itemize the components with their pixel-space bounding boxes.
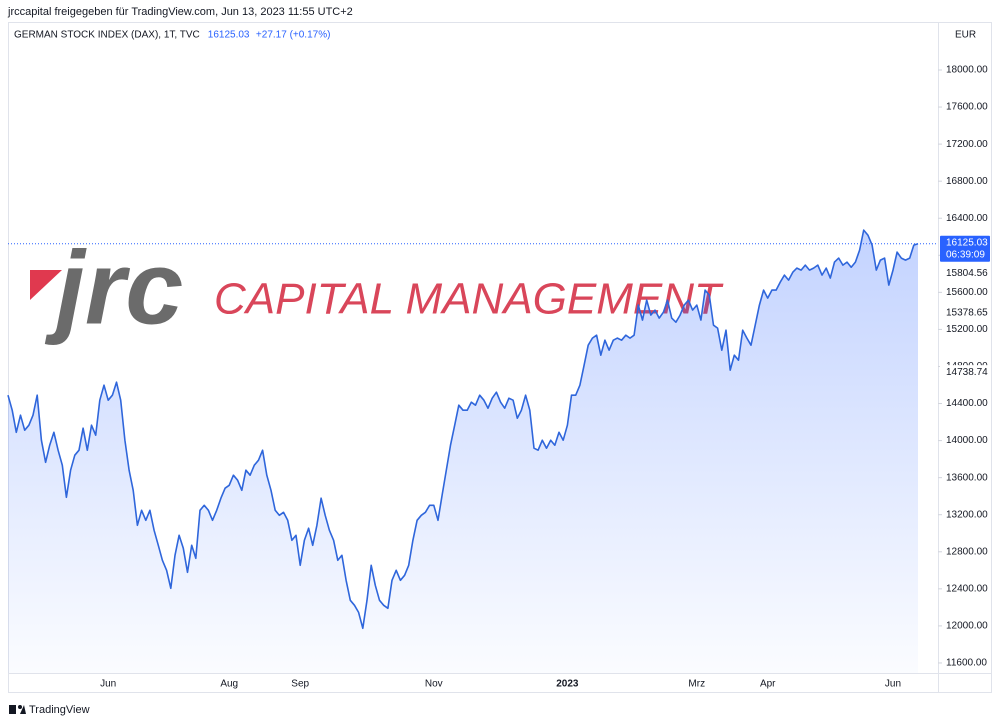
legend-change: +27.17 (+0.17%) — [256, 30, 331, 41]
y-tick-label: 13600.00 — [946, 472, 988, 483]
x-tick-label: Apr — [760, 679, 776, 690]
y-tick-label: 13200.00 — [946, 509, 988, 520]
marker-label-bg — [940, 266, 990, 281]
y-tick-label: 11600.00 — [946, 658, 987, 669]
y-tick-label: 14400.00 — [946, 398, 988, 409]
currency-unit: EUR — [955, 30, 976, 41]
y-tick-label: 12400.00 — [946, 583, 988, 594]
legend-price: 16125.03 — [208, 30, 250, 41]
x-tick-label: Aug — [220, 679, 238, 690]
y-tick-label: 15600.00 — [946, 287, 988, 298]
logo-text: jrc — [44, 230, 183, 346]
y-tick-label: 12800.00 — [946, 546, 988, 557]
y-tick-label: 17200.00 — [946, 139, 988, 150]
marker-label-bg — [940, 365, 990, 380]
plot-area — [7, 229, 938, 673]
legend: GERMAN STOCK INDEX (DAX), 1T, TVC 16125.… — [14, 30, 330, 41]
y-tick-label: 16800.00 — [946, 176, 988, 187]
marker-label: 14738.74 — [946, 367, 988, 378]
footer-logo — [9, 705, 16, 714]
last-price-label: 16125.03 — [946, 237, 988, 248]
legend-series-name: GERMAN STOCK INDEX (DAX), 1T, TVC — [14, 30, 200, 41]
marker-label-bg — [940, 305, 990, 320]
y-tick-label: 16400.00 — [946, 213, 988, 224]
y-tick-label: 15200.00 — [946, 324, 988, 335]
y-tick-label: 12000.00 — [946, 621, 988, 632]
x-tick-label: 2023 — [556, 679, 579, 690]
logo-triangle — [30, 270, 62, 300]
x-tick-label: Jun — [885, 679, 901, 690]
x-tick-label: Jun — [100, 679, 116, 690]
x-tick-label: Nov — [425, 679, 443, 690]
y-tick-label: 18000.00 — [946, 65, 988, 76]
last-price-badge — [940, 235, 990, 262]
x-tick-label: Sep — [291, 679, 309, 690]
marker-label: 15378.65 — [946, 308, 988, 319]
x-tick-label: Mrz — [688, 679, 705, 690]
footer: TradingView — [9, 704, 90, 716]
countdown-label: 06:39:09 — [946, 249, 985, 260]
share-header: jrccapital freigegeben für TradingView.c… — [7, 6, 353, 18]
footer-logo — [18, 705, 22, 709]
chart-frame — [8, 22, 992, 693]
marker-label: 15804.56 — [946, 268, 988, 279]
area — [8, 230, 918, 673]
footer-text: TradingView — [29, 704, 90, 716]
footer-logo — [20, 705, 26, 714]
y-tick-label: 17600.00 — [946, 102, 988, 113]
price-line — [7, 229, 919, 630]
y-tick-label: 14000.00 — [946, 435, 988, 446]
